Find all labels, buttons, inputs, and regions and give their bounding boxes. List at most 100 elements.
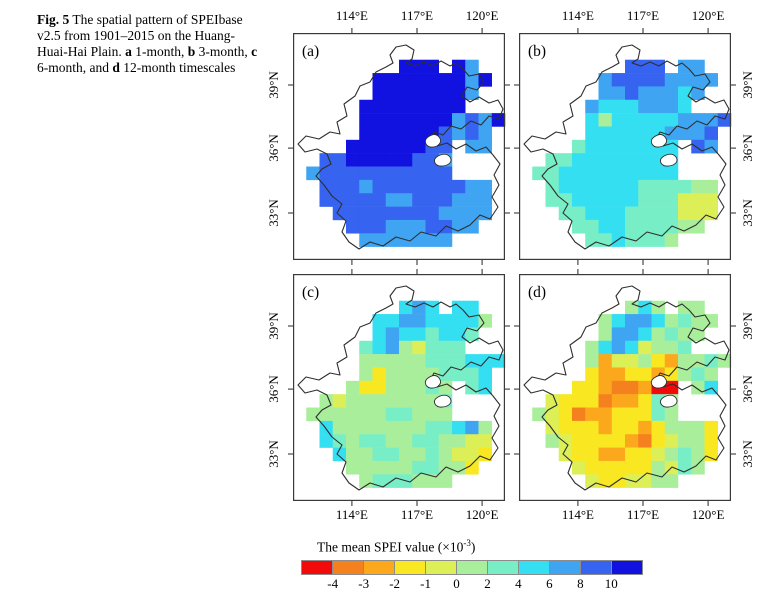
grid-cell <box>638 434 652 448</box>
grid-cell <box>678 460 692 475</box>
grid-cell <box>372 407 386 422</box>
grid-cell <box>691 420 705 435</box>
grid-cell <box>638 166 652 181</box>
grid-cell <box>678 434 692 448</box>
grid-cell <box>625 193 639 207</box>
grid-cell <box>465 460 479 475</box>
grid-cell <box>585 126 599 141</box>
grid-cell <box>399 314 413 328</box>
lon-tick-label: 114°E <box>335 507 369 522</box>
grid-cell <box>651 474 665 488</box>
grid-cell <box>558 420 573 435</box>
grid-cell <box>346 420 360 435</box>
grid-cell <box>359 193 373 207</box>
grid-cell <box>558 394 573 408</box>
grid-cell <box>691 59 705 74</box>
grid-cell <box>704 179 718 194</box>
grid-cell <box>638 327 652 342</box>
grid-cell <box>452 447 466 462</box>
grid-cell <box>452 420 466 435</box>
grid-cell <box>478 434 492 448</box>
grid-cell <box>478 73 492 87</box>
grid-cell <box>611 139 626 154</box>
grid-cell <box>664 354 679 368</box>
grid-cell <box>585 99 599 114</box>
grid-cell <box>625 126 639 141</box>
grid-cell <box>651 327 665 342</box>
grid-cell <box>598 327 612 342</box>
grid-cell <box>598 166 612 181</box>
grid-cell <box>346 139 360 154</box>
lon-tick-label: 120°E <box>465 507 499 522</box>
grid-cell <box>412 340 426 355</box>
grid-cell <box>438 99 453 114</box>
grid-cell <box>465 73 479 87</box>
lat-tick-label: 33°N <box>740 440 755 468</box>
grid-cell <box>465 139 479 154</box>
lat-tick-label: 33°N <box>266 199 281 227</box>
grid-cell <box>638 219 652 234</box>
lake-outline <box>650 375 668 389</box>
colorbar <box>301 560 643 575</box>
grid-cell <box>478 447 492 462</box>
grid-cell <box>465 447 479 462</box>
grid-cell <box>385 434 400 448</box>
grid-cell <box>625 300 639 315</box>
grid-cell <box>625 327 639 342</box>
grid-cell <box>625 179 639 194</box>
grid-cell <box>399 434 413 448</box>
grid-cell <box>611 113 626 127</box>
grid-cell <box>412 314 426 328</box>
grid-cell <box>625 460 639 475</box>
grid-cell <box>638 86 652 101</box>
caption-segment: a <box>125 43 132 59</box>
lon-tick-label: 117°E <box>626 8 660 23</box>
grid-cell <box>491 113 506 127</box>
grid-cell <box>346 394 360 408</box>
grid-cell <box>664 407 679 422</box>
grid-cell <box>332 447 347 462</box>
grid-cell <box>691 314 705 328</box>
grid-cell <box>717 113 732 127</box>
grid-cell <box>651 447 665 462</box>
grid-cell <box>625 73 639 87</box>
grid-cell <box>359 434 373 448</box>
colorbar-tick-label: 4 <box>515 576 522 591</box>
grid-cell <box>545 193 559 207</box>
grid-cell <box>412 179 426 194</box>
grid-cell <box>425 340 439 355</box>
grid-cell <box>372 327 386 342</box>
grid-cell <box>438 206 453 221</box>
grid-cell <box>704 434 718 448</box>
grid-cell <box>412 166 426 181</box>
caption-segment: 6-month, and <box>37 59 113 75</box>
grid-cell <box>412 434 426 448</box>
grid-cell <box>385 407 400 422</box>
grid-cell <box>625 420 639 435</box>
grid-cell <box>638 139 652 154</box>
grid-cell <box>385 86 400 101</box>
grid-cell <box>372 73 386 87</box>
grid-cell <box>399 193 413 207</box>
grid-cell <box>399 153 413 167</box>
grid-cell <box>651 86 665 101</box>
grid-cell <box>452 126 466 141</box>
grid-cell <box>478 367 492 382</box>
grid-cell <box>478 206 492 221</box>
panel-frame <box>293 33 506 261</box>
grid-cell <box>425 474 439 488</box>
grid-cell <box>678 314 692 328</box>
grid-cell <box>598 367 612 382</box>
grid-cell <box>585 407 599 422</box>
map-svg-b: (b) <box>514 28 736 265</box>
grid-cell <box>638 474 652 488</box>
grid-cell <box>438 354 453 368</box>
grid-cell <box>412 139 426 154</box>
grid-cell <box>372 193 386 207</box>
colorbar-tick-label: 10 <box>604 576 618 591</box>
grid-cell <box>691 206 705 221</box>
grid-cell <box>438 193 453 207</box>
grid-cell <box>465 179 479 194</box>
grid-cell <box>678 73 692 87</box>
grid-cell <box>598 73 612 87</box>
